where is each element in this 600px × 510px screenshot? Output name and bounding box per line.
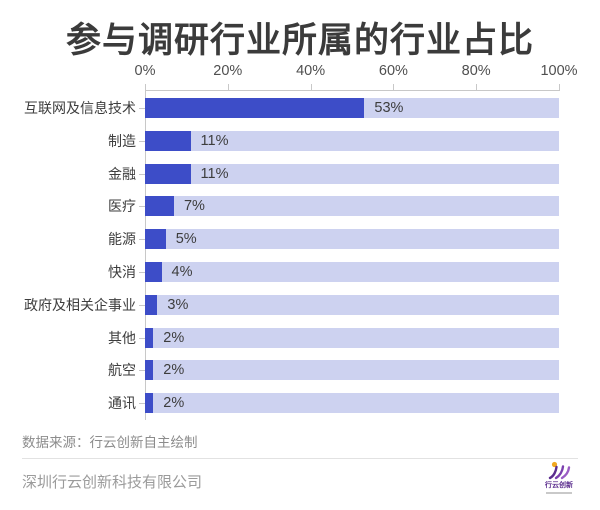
x-axis-tick-mark [310, 84, 312, 90]
value-label: 11% [200, 132, 229, 149]
x-axis-tick-mark [393, 84, 395, 90]
x-axis-tick-label: 0% [134, 63, 156, 79]
value-label: 53% [374, 100, 404, 116]
bar-fill [145, 360, 154, 381]
company-name: 深圳行云创新科技有限公司 [22, 474, 203, 491]
bar-fill [145, 196, 174, 217]
bar-track: 2% [145, 360, 559, 381]
bar-row: 航空 2% [0, 360, 600, 381]
y-axis-tick-mark [139, 239, 145, 241]
bar-row: 制造 11% [0, 130, 600, 151]
bar-track: 2% [145, 327, 559, 348]
data-source-note: 数据来源：行云创新自主绘制 [22, 435, 198, 450]
bar-track: 11% [145, 130, 559, 151]
bar-track: 5% [145, 229, 559, 250]
logo-swoosh-icon [548, 461, 571, 480]
category-label: 能源 [108, 231, 136, 248]
logo-text: 行云创新 [545, 482, 573, 489]
bar-row: 互联网及信息技术 53% [0, 98, 600, 118]
bar-track: 53% [145, 98, 559, 118]
value-label: 11% [200, 165, 229, 182]
x-axis-tick-label: 40% [296, 63, 326, 79]
chart-title: 参与调研行业所属的行业占比 [65, 21, 534, 60]
bar-fill [145, 294, 158, 315]
value-label: 4% [171, 264, 193, 280]
category-label: 快消 [108, 264, 136, 280]
bar-track: 4% [145, 262, 559, 282]
category-label: 医疗 [108, 198, 136, 215]
bar-row: 能源 5% [0, 229, 600, 250]
value-label: 2% [163, 329, 185, 346]
y-axis-line [145, 90, 146, 420]
y-axis-tick-mark [139, 337, 145, 339]
x-axis-tick-mark [476, 84, 478, 90]
value-label: 5% [175, 231, 197, 248]
bar-fill [145, 327, 154, 348]
bar-row: 其他 2% [0, 327, 600, 348]
bar-fill [145, 262, 162, 282]
bar-row: 金融 11% [0, 163, 600, 184]
company-logo: 行云创新 [538, 460, 580, 502]
x-axis-tick-label: 80% [461, 63, 491, 79]
plot-area: 0% 20% 40% 60% 80% 100% [135, 0, 578, 420]
value-label: 2% [163, 362, 185, 379]
bar-fill [145, 98, 365, 118]
x-axis-line [145, 90, 560, 91]
bar-row: 政府及相关企事业 3% [0, 294, 600, 315]
value-label: 3% [167, 296, 189, 313]
bar-fill [145, 130, 191, 151]
category-label: 金融 [108, 165, 136, 182]
x-axis-tick-mark [145, 84, 146, 90]
y-axis-tick-mark [139, 403, 145, 405]
x-axis-tick-mark [227, 84, 229, 90]
category-label: 航空 [108, 362, 136, 379]
category-label: 通讯 [108, 395, 136, 412]
category-label: 政府及相关企事业 [24, 296, 136, 313]
bar-track: 3% [145, 294, 559, 315]
y-axis-tick-mark [139, 140, 145, 142]
category-label: 互联网及信息技术 [24, 100, 136, 116]
category-label: 其他 [108, 329, 136, 346]
y-axis-tick-mark [139, 173, 145, 175]
y-axis-tick-mark [139, 206, 145, 208]
y-axis-tick-mark [139, 304, 145, 306]
value-label: 7% [183, 198, 205, 215]
bar-row: 医疗 7% [0, 196, 600, 217]
bar-fill [145, 163, 191, 184]
value-label: 2% [163, 395, 185, 412]
bar-row: 快消 4% [0, 262, 600, 282]
y-axis-tick-mark [139, 108, 145, 109]
x-axis-tick-mark [559, 84, 560, 90]
category-label: 制造 [108, 132, 136, 149]
y-axis-tick-mark [139, 370, 145, 372]
bar-track: 11% [145, 163, 559, 184]
footer-divider [22, 458, 578, 459]
bar-fill [145, 393, 154, 414]
bar-track: 2% [145, 393, 559, 414]
x-axis-tick-label: 20% [213, 63, 243, 79]
logo-tagline-rule [546, 492, 572, 494]
bar-track: 7% [145, 196, 559, 217]
x-axis-tick-label: 60% [378, 63, 408, 79]
y-axis-tick-mark [139, 272, 145, 273]
bar-fill [145, 229, 166, 250]
bar-row: 通讯 2% [0, 393, 600, 414]
x-axis-tick-label: 100% [540, 63, 578, 79]
